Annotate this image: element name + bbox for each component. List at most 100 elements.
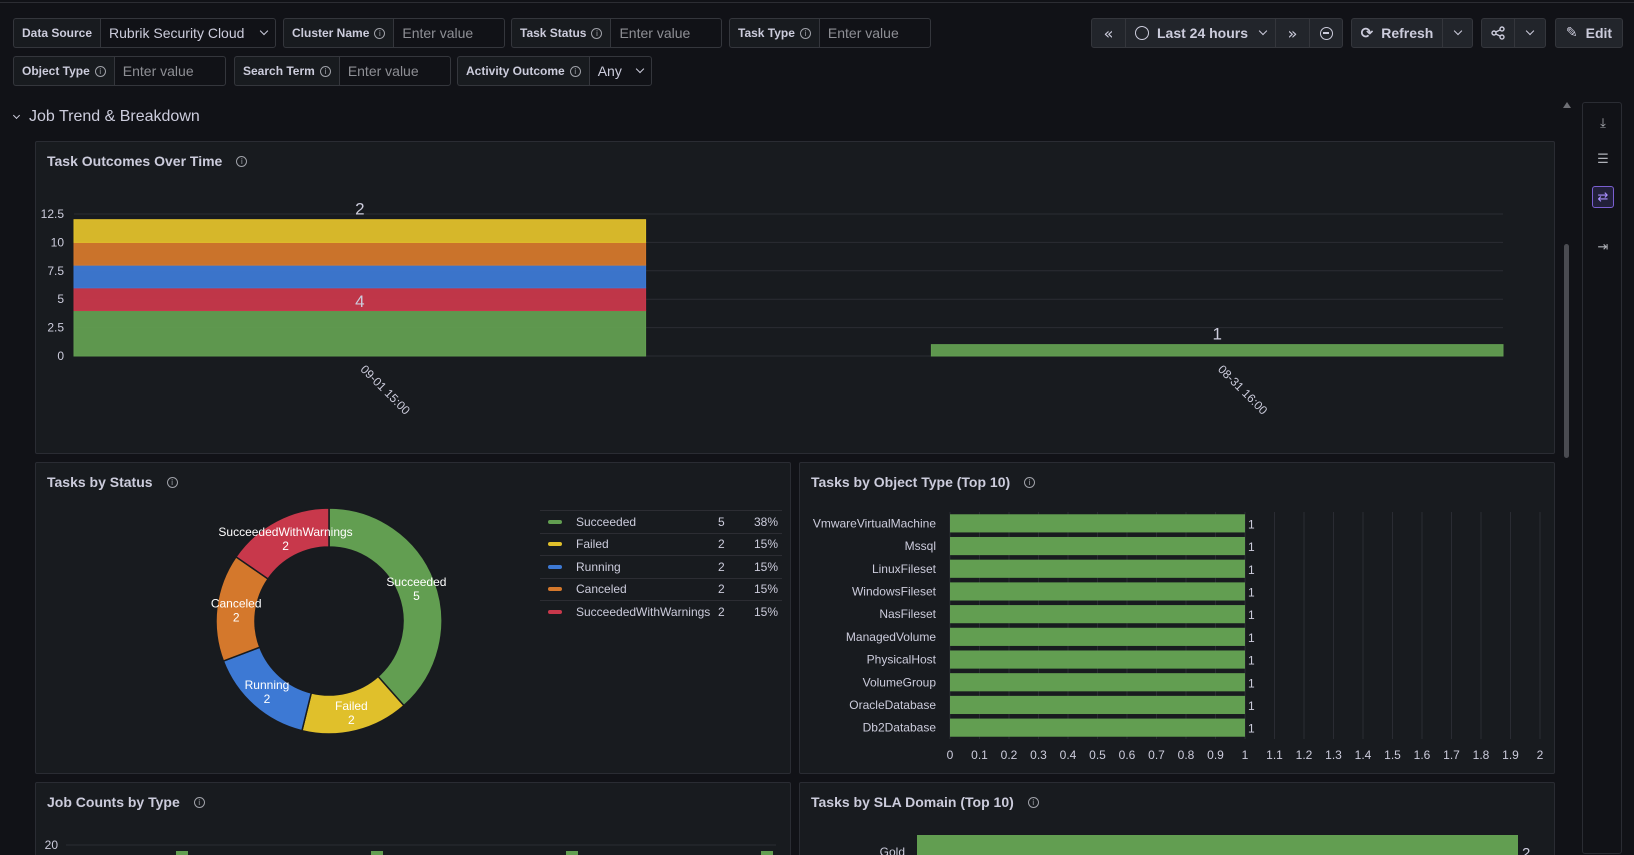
- var-activity-outcome: Activity Outcome i Any: [457, 56, 652, 86]
- task-status-input[interactable]: Enter value: [610, 18, 723, 48]
- x-tick-label: 08-31 16:00: [1215, 362, 1270, 417]
- object-type-label-text: Object Type: [22, 64, 90, 78]
- double-chevron-left-icon: «: [1103, 23, 1114, 43]
- info-icon[interactable]: i: [166, 476, 178, 488]
- zoom-out-button[interactable]: [1309, 18, 1343, 48]
- x-tick-label: 0.2: [1001, 748, 1018, 762]
- refresh-label: Refresh: [1381, 25, 1434, 41]
- chevron-down-icon: [259, 26, 269, 36]
- status-legend-table: Succeeded 5 38% Failed 2 15% Running 2 15% Cancel…: [540, 510, 782, 623]
- info-icon[interactable]: i: [94, 65, 106, 77]
- var-activity-outcome-label: Activity Outcome i: [457, 56, 589, 86]
- y-tick-label: 5: [57, 292, 64, 306]
- bar: [950, 695, 1245, 715]
- legend-value: 2: [718, 537, 725, 552]
- x-tick-label: 1: [1242, 748, 1249, 762]
- x-tick-label: 1.1: [1266, 748, 1283, 762]
- legend-percent: 15%: [753, 559, 778, 574]
- info-icon[interactable]: i: [569, 65, 581, 77]
- legend-swatch: [548, 609, 562, 614]
- bar: [371, 851, 383, 855]
- bar-value-label: 1: [1248, 608, 1255, 622]
- y-category-label: VmwareVirtualMachine: [813, 516, 936, 530]
- y-category-label: Db2Database: [863, 721, 937, 735]
- download-icon[interactable]: ⤓: [1600, 115, 1606, 131]
- legend-row[interactable]: Failed 2 15%: [540, 532, 782, 556]
- var-task-status: Task Status i Enter value: [511, 18, 723, 48]
- share-button[interactable]: [1481, 18, 1515, 48]
- edit-label: Edit: [1585, 25, 1613, 41]
- scroll-up-arrow-icon[interactable]: [1563, 102, 1571, 108]
- time-range-picker[interactable]: Last 24 hours: [1125, 18, 1276, 48]
- data-source-select[interactable]: Rubrik Security Cloud: [100, 18, 277, 48]
- scrollbar-thumb[interactable]: [1564, 244, 1569, 458]
- clock-icon: [1134, 26, 1149, 40]
- panel-title: Tasks by Status i: [47, 474, 178, 490]
- info-icon[interactable]: i: [1027, 796, 1039, 808]
- legend-row[interactable]: Canceled 2 15%: [540, 577, 782, 601]
- x-tick-label: 1.7: [1443, 748, 1460, 762]
- info-icon[interactable]: i: [1024, 476, 1036, 488]
- legend-value: 5: [718, 514, 725, 529]
- x-tick-label: 0.6: [1119, 748, 1136, 762]
- info-icon[interactable]: i: [193, 796, 205, 808]
- info-icon[interactable]: i: [319, 65, 331, 77]
- y-category-label: Mssql: [905, 539, 936, 553]
- legend-swatch: [548, 542, 562, 547]
- search-term-input[interactable]: Enter value: [338, 56, 451, 86]
- bar: [950, 582, 1245, 601]
- task-type-label-text: Task Type: [738, 26, 795, 40]
- panel-title-text: Task Outcomes Over Time: [47, 153, 223, 169]
- panel-title-text: Tasks by SLA Domain (Top 10): [811, 794, 1014, 810]
- edit-button[interactable]: ✎ Edit: [1555, 18, 1623, 48]
- cluster-name-input[interactable]: Enter value: [393, 18, 506, 48]
- refresh-interval-dropdown[interactable]: [1442, 18, 1473, 48]
- legend-row[interactable]: Running 2 15%: [540, 555, 782, 578]
- y-category-label: ManagedVolume: [846, 630, 936, 644]
- bar-value-label: 1: [1248, 631, 1255, 645]
- bar: [950, 514, 1245, 533]
- chevron-down-icon: [1258, 26, 1268, 36]
- panel-tasks-by-sla-domain: Tasks by SLA Domain (Top 10) i Gold 2: [799, 782, 1555, 855]
- panel-title: Tasks by SLA Domain (Top 10) i: [811, 794, 1039, 810]
- collapse-sidebar-icon[interactable]: ⇥: [1597, 239, 1609, 255]
- time-range-label: Last 24 hours: [1156, 25, 1249, 41]
- bar-value-label: 1: [1248, 654, 1255, 668]
- bar: [950, 718, 1245, 737]
- slice-label: Canceled: [211, 597, 262, 611]
- info-icon[interactable]: i: [799, 27, 811, 39]
- object-type-input[interactable]: Enter value: [113, 56, 226, 86]
- time-shift-back-button[interactable]: «: [1091, 18, 1126, 48]
- x-tick-label: 1.2: [1296, 748, 1313, 762]
- data-label: 1: [1212, 325, 1221, 344]
- var-data-source-label: Data Source: [13, 18, 101, 48]
- panel-title: Task Outcomes Over Time i: [47, 153, 248, 169]
- status-donut-chart: Succeeded5Failed2Running2Canceled2Succee…: [211, 507, 446, 735]
- info-icon[interactable]: i: [374, 27, 386, 39]
- donut-slice: [234, 507, 330, 581]
- slice-label: Failed: [335, 699, 368, 713]
- slice-label: Succeeded: [386, 575, 446, 589]
- time-shift-forward-button[interactable]: »: [1275, 18, 1310, 48]
- activity-outcome-select[interactable]: Any: [588, 56, 652, 86]
- legend-percent: 38%: [753, 514, 778, 529]
- legend-row[interactable]: SucceededWithWarnings 2 15%: [540, 600, 782, 623]
- refresh-button[interactable]: ⟳ Refresh: [1351, 18, 1443, 48]
- info-icon[interactable]: i: [236, 155, 248, 167]
- var-object-type: Object Type i Enter value: [13, 56, 226, 86]
- bar: [950, 559, 1245, 578]
- info-icon[interactable]: i: [591, 27, 603, 39]
- slice-label: SucceededWithWarnings: [218, 525, 352, 539]
- list-icon[interactable]: ☰: [1597, 151, 1609, 167]
- legend-row[interactable]: Succeeded 5 38%: [540, 510, 782, 533]
- y-tick-label: 2.5: [47, 321, 64, 335]
- swap-icon[interactable]: ⇄: [1592, 186, 1614, 208]
- top-border: [0, 0, 1634, 3]
- task-type-input[interactable]: Enter value: [818, 18, 931, 48]
- y-category-label: VolumeGroup: [863, 675, 937, 689]
- legend-percent: 15%: [753, 582, 778, 597]
- y-category-label: Gold: [880, 845, 905, 855]
- row-header[interactable]: Job Trend & Breakdown: [12, 108, 200, 126]
- share-dropdown[interactable]: [1514, 18, 1546, 48]
- slice-value: 2: [348, 713, 355, 727]
